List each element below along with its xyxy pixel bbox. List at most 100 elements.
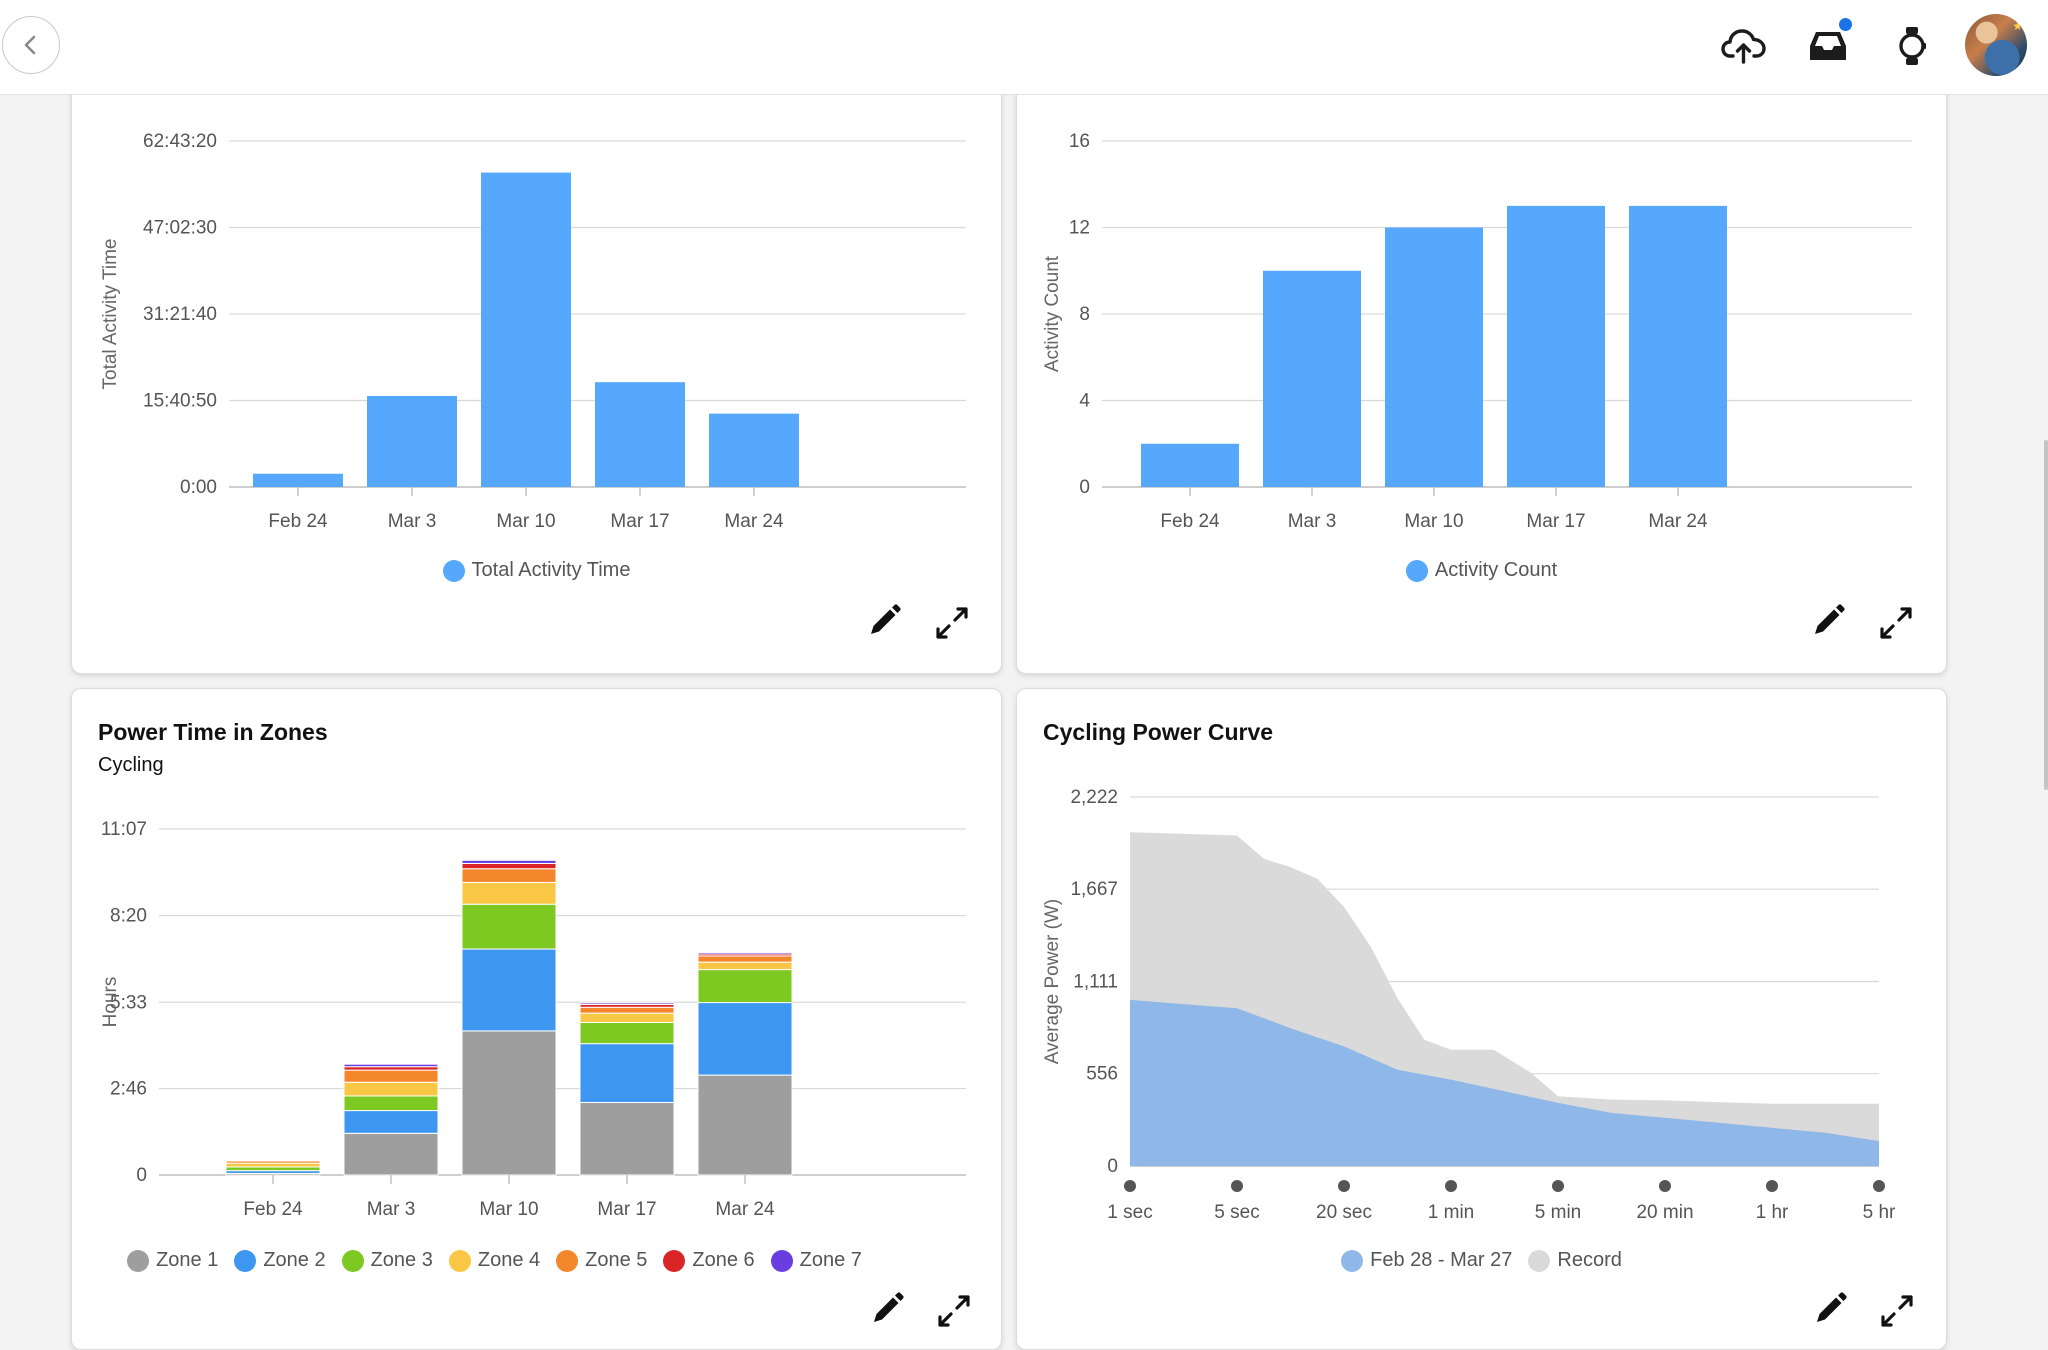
top-bar: ★	[0, 0, 2048, 95]
x-tick-label: Mar 24	[724, 511, 784, 532]
y-tick-label: 0:00	[180, 477, 217, 498]
inbox-icon	[1810, 32, 1846, 60]
bar	[253, 473, 343, 487]
legend-label: Feb 28 - Mar 27	[1370, 1249, 1513, 1271]
bar	[1629, 205, 1727, 487]
expand-button[interactable]	[934, 1291, 974, 1331]
bar	[461, 948, 557, 1032]
pencil-icon	[871, 604, 901, 634]
pencil-icon	[874, 1292, 904, 1322]
bar	[579, 1006, 675, 1014]
expand-button[interactable]	[932, 603, 972, 643]
legend-swatch	[663, 1249, 686, 1272]
x-tick-label: Mar 17	[610, 511, 669, 532]
legend-swatch	[1405, 559, 1428, 582]
inbox-button[interactable]	[1802, 18, 1854, 72]
x-tick-label: Mar 3	[388, 511, 437, 532]
card-total-activity-time: 0:00 15:40:50 31:21:40 47:02:30 62:43:20 Tota…	[71, 40, 1002, 674]
legend-label: Activity Count	[1434, 559, 1558, 581]
bar	[579, 1012, 675, 1023]
expand-icon	[938, 1295, 970, 1327]
y-axis-title: Average Power (W)	[1042, 899, 1063, 1064]
bar	[1141, 443, 1239, 487]
legend-item[interactable]: Zone 5	[556, 1249, 647, 1272]
card-cycling-power-curve: Cycling Power Curve 0 556 1,111 1,667 2,222 A…	[1016, 688, 1947, 1350]
x-tick-label: 5 sec	[1214, 1202, 1259, 1223]
bar	[461, 903, 557, 950]
legend-label: Zone 6	[692, 1249, 755, 1271]
edit-button[interactable]	[1810, 1289, 1850, 1329]
legend: Total Activity Time	[72, 559, 1001, 582]
x-marker	[1552, 1180, 1564, 1192]
x-tick-label: Feb 24	[1160, 511, 1220, 532]
bar	[579, 1101, 675, 1176]
scrollbar[interactable]	[2044, 440, 2048, 790]
bar	[697, 969, 793, 1004]
x-tick-label: Mar 24	[715, 1199, 775, 1220]
legend-item[interactable]: Zone 2	[234, 1249, 326, 1272]
bar	[343, 1069, 439, 1083]
card-subtitle: Cycling	[98, 754, 164, 776]
bar	[343, 1132, 439, 1176]
x-tick-label: 1 min	[1428, 1202, 1474, 1223]
y-tick-label: 31:21:40	[143, 304, 217, 325]
expand-button[interactable]	[1876, 603, 1916, 643]
device-button[interactable]	[1886, 20, 1938, 72]
y-tick-label: 47:02:30	[143, 217, 217, 238]
pencil-icon	[1817, 1292, 1847, 1322]
bar	[343, 1063, 439, 1068]
legend-item[interactable]: Zone 4	[448, 1249, 540, 1272]
legend-item[interactable]: Zone 7	[770, 1249, 862, 1272]
bar	[461, 859, 557, 864]
bar	[367, 395, 457, 487]
x-marker	[1766, 1180, 1778, 1192]
legend-label: Zone 1	[156, 1249, 219, 1271]
legend-label: Zone 7	[799, 1249, 862, 1271]
legend-item[interactable]: Total Activity Time	[442, 559, 631, 582]
x-tick-label: 5 min	[1535, 1202, 1581, 1223]
legend-swatch	[556, 1249, 579, 1272]
legend-swatch	[1341, 1249, 1364, 1272]
cloud-upload-icon	[1721, 29, 1766, 64]
avatar[interactable]: ★	[1965, 14, 2027, 76]
expand-icon	[936, 607, 968, 639]
card-power-time-in-zones: Power Time in Zones Cycling 0 2:46 5:33 8:2…	[71, 688, 1002, 1350]
pencil-icon	[1815, 604, 1845, 634]
power-zones-chart: 0 2:46 5:33 8:20 11:07 Hours Feb 24 Mar 3 Mar 10…	[100, 819, 966, 1220]
legend-item[interactable]: Zone 3	[341, 1249, 433, 1272]
expand-icon	[1881, 1295, 1913, 1327]
legend-item[interactable]: Zone 6	[663, 1249, 755, 1272]
y-tick-label: 0	[1079, 477, 1090, 498]
y-tick-label: 5:33	[110, 992, 147, 1013]
bar	[697, 951, 793, 955]
expand-button[interactable]	[1877, 1291, 1917, 1331]
legend-item[interactable]: Feb 28 - Mar 27	[1341, 1249, 1512, 1272]
x-tick-label: 20 sec	[1316, 1202, 1372, 1223]
legend-item[interactable]: Record	[1528, 1249, 1622, 1272]
legend-label: Total Activity Time	[471, 559, 631, 581]
x-marker	[1124, 1180, 1136, 1192]
back-button[interactable]	[2, 16, 60, 74]
bar	[1385, 227, 1483, 487]
edit-button[interactable]	[864, 601, 904, 641]
x-tick-label: Mar 17	[1526, 511, 1585, 532]
legend-item[interactable]: Activity Count	[1405, 559, 1558, 582]
bar	[697, 1074, 793, 1176]
power-curve-chart: 0 556 1,111 1,667 2,222 Average Power (W) 1 se…	[1042, 787, 1896, 1223]
bar	[343, 1095, 439, 1112]
expand-icon	[1880, 607, 1912, 639]
x-tick-label: Mar 3	[367, 1199, 416, 1220]
bar	[697, 961, 793, 971]
y-tick-label: 556	[1086, 1064, 1118, 1085]
y-tick-label: 12	[1069, 218, 1090, 239]
x-tick-label: Mar 10	[496, 511, 555, 532]
y-axis-title: Hours	[100, 977, 121, 1028]
bar	[461, 881, 557, 905]
edit-button[interactable]	[1808, 601, 1848, 641]
x-tick-label: Feb 24	[243, 1199, 303, 1220]
upload-button[interactable]	[1718, 20, 1770, 72]
edit-button[interactable]	[867, 1289, 907, 1329]
legend-swatch	[341, 1249, 364, 1272]
legend-item[interactable]: Zone 1	[127, 1249, 218, 1272]
bar	[579, 1002, 675, 1005]
